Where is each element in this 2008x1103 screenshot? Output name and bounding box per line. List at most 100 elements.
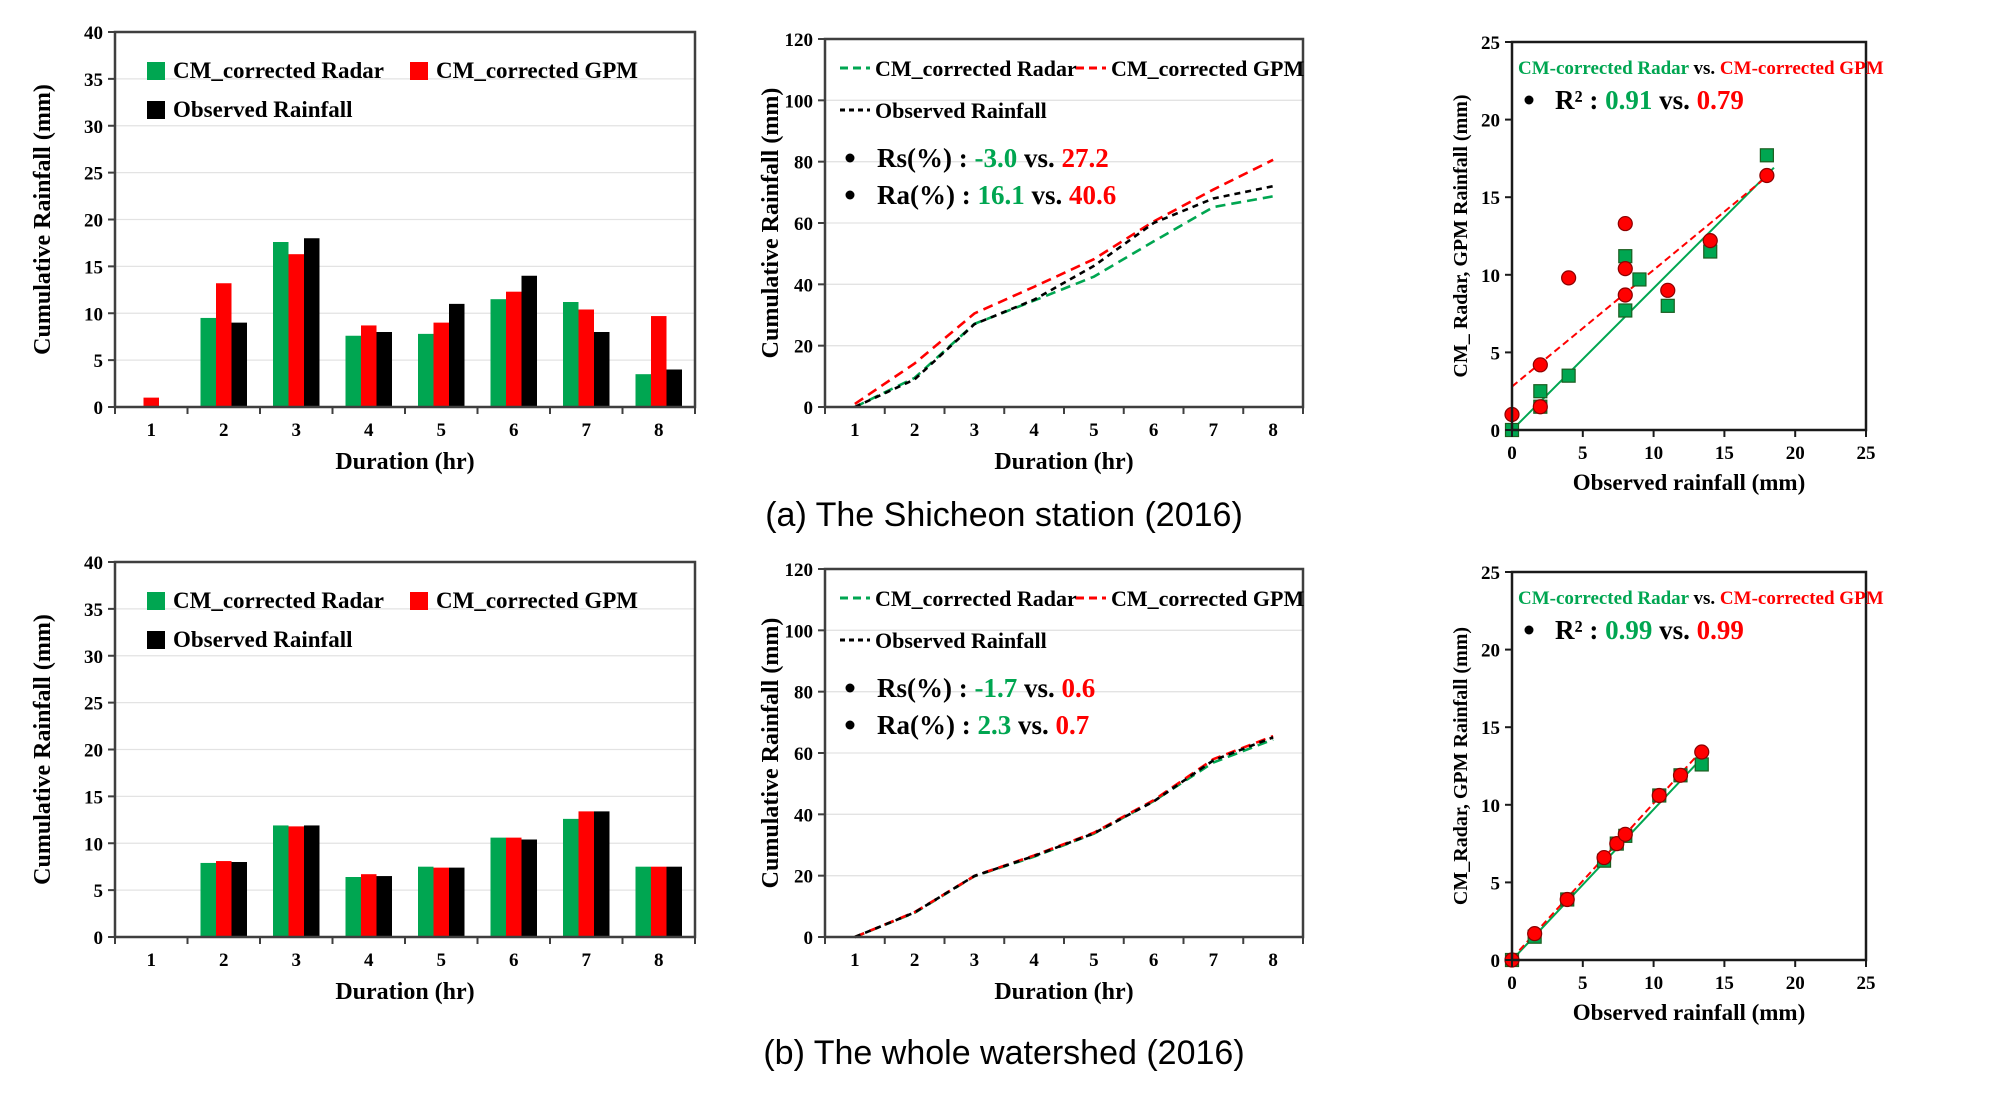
x-tick-label: 4 (364, 950, 374, 971)
stat-label: Rs(%) : (877, 673, 974, 703)
marker-gpm (1609, 836, 1625, 852)
x-tick-label: 2 (910, 950, 920, 971)
y-tick-label: 100 (785, 621, 814, 642)
x-tick-label: 5 (1089, 950, 1099, 971)
x-tick-label: 7 (582, 950, 592, 971)
y-tick-label: 0 (1491, 421, 1501, 442)
y-tick-label: 35 (84, 600, 103, 621)
marker-radar (1533, 384, 1548, 399)
marker-gpm (1561, 270, 1577, 286)
x-tick-label: 20 (1786, 443, 1805, 464)
legend-label: Observed Rainfall (875, 628, 1047, 653)
y-tick-label: 20 (794, 867, 813, 888)
bar-radar (345, 335, 361, 407)
bar-observed (449, 867, 465, 937)
line-gpm (854, 734, 1274, 939)
line-radar (854, 738, 1274, 939)
x-axis-title: Duration (hr) (994, 449, 1133, 475)
x-tick-label: 8 (1268, 950, 1278, 971)
bar-chart-shicheon: 0 5 10 15 20 25 30 35 40 1 2 3 4 5 6 7 8 Duration (hr) Cum… (30, 23, 697, 475)
marker-radar (1660, 298, 1675, 313)
bar-observed (231, 862, 247, 937)
bar-observed (594, 811, 610, 937)
x-tick-label: 20 (1786, 973, 1805, 994)
stat-line: Rs(%) : -3.0 vs. 27.2 (877, 143, 1109, 173)
y-tick-label: 10 (84, 834, 103, 855)
bar-gpm (506, 837, 522, 937)
x-tick-label: 15 (1715, 973, 1734, 994)
x-tick-label: 5 (437, 950, 447, 971)
marker-gpm (1559, 891, 1575, 908)
x-tick-label: 0 (1507, 973, 1517, 994)
legend-swatch (147, 631, 165, 649)
bar-radar (563, 302, 579, 407)
legend-label: Observed Rainfall (173, 627, 353, 652)
marker-radar (1618, 303, 1633, 318)
r2-gpm-value: 0.79 (1697, 85, 1744, 115)
marker-gpm (1617, 260, 1633, 277)
bar-observed (304, 825, 320, 937)
x-tick-label: 5 (1578, 973, 1588, 994)
x-tick-label: 5 (1578, 443, 1588, 464)
x-axis-title: Duration (hr) (994, 979, 1133, 1005)
y-tick-label: 25 (1481, 563, 1500, 584)
marker-radar (1632, 272, 1647, 287)
x-tick-label: 10 (1644, 443, 1663, 464)
marker-radar (1618, 249, 1633, 264)
x-tick-label: 5 (437, 420, 447, 441)
title-vs: vs. (1689, 588, 1720, 609)
bullet-icon (1524, 625, 1534, 635)
y-axis-title: Cumulative Rainfall (mm) (760, 618, 784, 889)
bar-observed (521, 275, 537, 407)
x-axis-title: Observed rainfall (mm) (1573, 1000, 1806, 1025)
bar-gpm (361, 874, 377, 937)
marker-radar (1759, 148, 1774, 163)
marker-gpm (1532, 399, 1548, 415)
x-tick-label: 4 (364, 420, 374, 441)
x-tick-label: 2 (219, 950, 229, 971)
x-tick-label: 3 (970, 950, 980, 971)
line-gpm (854, 158, 1274, 406)
marker-gpm (1532, 357, 1548, 373)
bar-radar (418, 866, 434, 937)
scatter-plot-watershed: 0 5 10 15 20 25 0 5 10 15 20 25 Observed rainfall (m… (1450, 563, 1884, 1025)
marker-gpm (1527, 926, 1543, 942)
y-tick-label: 120 (785, 30, 814, 51)
x-tick-label: 3 (970, 420, 980, 441)
bar-observed (304, 238, 320, 407)
y-tick-label: 20 (1481, 111, 1500, 132)
line-radar (854, 195, 1274, 409)
scatter-title: CM-corrected Radar vs. CM-corrected GPM (1518, 58, 1884, 79)
y-tick-label: 10 (84, 304, 103, 325)
stat-radar-value: -3.0 (974, 143, 1017, 173)
bar-radar (563, 818, 579, 937)
x-tick-label: 10 (1644, 973, 1663, 994)
stat-line: Rs(%) : -1.7 vs. 0.6 (877, 673, 1095, 703)
marker-gpm (1660, 282, 1676, 298)
bar-observed (666, 369, 682, 407)
bar-radar (200, 862, 216, 937)
y-tick-label: 30 (84, 117, 103, 138)
stat-line: Ra(%) : 16.1 vs. 40.6 (877, 180, 1116, 210)
legend-label: Observed Rainfall (173, 97, 353, 122)
stat-radar-value: -1.7 (974, 673, 1017, 703)
x-axis-title: Duration (hr) (335, 449, 474, 475)
bar-radar (418, 333, 434, 407)
x-tick-label: 1 (850, 420, 860, 441)
cumulative-line-chart-watershed: 0 20 40 60 80 100 120 1 2 3 4 5 6 7 8 Duration (hr) Cumu… (760, 560, 1304, 1005)
y-tick-label: 120 (785, 560, 814, 581)
y-axis-title: Cumulative Rainfall (mm) (30, 84, 56, 355)
bar-chart-watershed: 0 5 10 15 20 25 30 35 40 1 2 3 4 5 6 7 8 Duration (hr) Cum… (30, 553, 697, 1005)
legend-swatch (147, 62, 165, 80)
r2-label: R² : (1555, 85, 1605, 115)
stat-vs: vs. (1017, 673, 1061, 703)
stat-vs: vs. (1025, 180, 1069, 210)
title-radar: CM-corrected Radar (1518, 58, 1690, 79)
x-tick-label: 4 (1029, 420, 1039, 441)
y-tick-label: 0 (804, 398, 814, 419)
y-tick-label: 15 (84, 257, 103, 278)
cumulative-line-chart-shicheon: 0 20 40 60 80 100 120 1 2 3 4 5 6 7 8 Duration (hr) Cumu… (760, 30, 1304, 475)
stat-vs: vs. (1017, 143, 1061, 173)
x-axis-title: Observed rainfall (mm) (1573, 470, 1806, 495)
title-gpm: CM-corrected GPM (1720, 58, 1884, 79)
